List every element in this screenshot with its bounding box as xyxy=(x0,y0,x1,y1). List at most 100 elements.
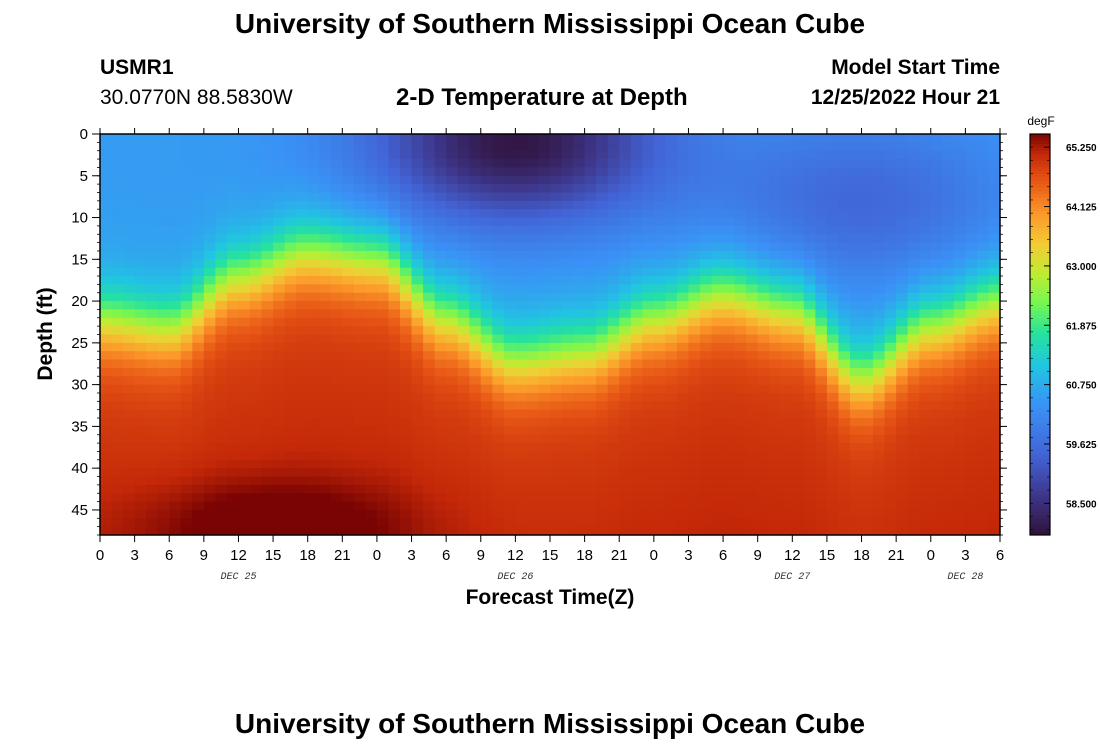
heatmap-cell xyxy=(746,200,759,210)
heatmap-cell xyxy=(850,451,863,461)
heatmap-cell xyxy=(492,267,505,277)
heatmap-cell xyxy=(792,225,805,235)
heatmap-cell xyxy=(861,334,874,344)
heatmap-cell xyxy=(861,184,874,194)
heatmap-cell xyxy=(434,359,447,369)
heatmap-cell xyxy=(573,459,586,469)
heatmap-cell xyxy=(746,518,759,528)
heatmap-cell xyxy=(607,493,620,503)
heatmap-cell xyxy=(596,317,609,327)
heatmap-cell xyxy=(469,501,482,511)
heatmap-cell xyxy=(942,501,955,511)
heatmap-cell xyxy=(503,434,516,444)
heatmap-cell xyxy=(630,434,643,444)
heatmap-cell xyxy=(215,134,228,143)
heatmap-cell xyxy=(330,309,343,319)
heatmap-cell xyxy=(353,418,366,427)
heatmap-cell xyxy=(769,434,782,444)
heatmap-cell xyxy=(100,476,113,486)
heatmap-cell xyxy=(711,476,724,486)
heatmap-cell xyxy=(965,259,978,269)
heatmap-cell xyxy=(584,142,597,152)
heatmap-cell xyxy=(400,284,413,294)
heatmap-cell xyxy=(653,292,666,302)
heatmap-cell xyxy=(838,159,851,169)
heatmap-cell xyxy=(100,326,113,336)
heatmap-cell xyxy=(630,184,643,194)
heatmap-cell xyxy=(815,409,828,419)
heatmap-cell xyxy=(515,184,528,194)
heatmap-cell xyxy=(342,217,355,227)
heatmap-cell xyxy=(100,334,113,344)
heatmap-cell xyxy=(353,301,366,311)
colorbar-segment xyxy=(1030,471,1050,476)
heatmap-cell xyxy=(942,167,955,177)
heatmap-cell xyxy=(503,267,516,277)
heatmap-cell xyxy=(492,317,505,327)
heatmap-cell xyxy=(203,292,216,302)
heatmap-cell xyxy=(988,309,1000,319)
y-tick-label: 0 xyxy=(80,126,88,143)
heatmap-cell xyxy=(411,217,424,227)
heatmap-cell xyxy=(676,376,690,386)
heatmap-cell xyxy=(296,150,309,160)
heatmap-cell xyxy=(815,484,828,494)
heatmap-cell xyxy=(469,309,482,319)
heatmap-cell xyxy=(261,392,274,402)
heatmap-cell xyxy=(976,326,990,336)
colorbar-segment xyxy=(1030,384,1050,389)
heatmap-cell xyxy=(988,476,1000,486)
heatmap-cell xyxy=(146,468,159,478)
heatmap-cell xyxy=(226,468,240,478)
heatmap-cell xyxy=(965,184,978,194)
heatmap-cell xyxy=(203,242,216,252)
heatmap-cell xyxy=(480,209,493,219)
heatmap-cell xyxy=(769,276,782,285)
heatmap-cell xyxy=(526,234,540,244)
heatmap-cell xyxy=(330,376,343,386)
heatmap-cell xyxy=(850,418,863,427)
heatmap-cell xyxy=(688,359,701,369)
heatmap-cell xyxy=(930,351,943,361)
heatmap-cell xyxy=(596,367,609,377)
heatmap-cell xyxy=(607,259,620,269)
heatmap-cell xyxy=(515,359,528,369)
heatmap-cell xyxy=(734,468,747,478)
heatmap-cell xyxy=(642,468,655,478)
heatmap-cell xyxy=(434,367,447,377)
heatmap-cell xyxy=(619,259,632,269)
heatmap-cell xyxy=(411,434,424,444)
heatmap-cell xyxy=(446,342,459,352)
heatmap-cell xyxy=(215,518,228,528)
heatmap-cell xyxy=(630,234,643,244)
heatmap-cell xyxy=(584,200,597,210)
heatmap-cell xyxy=(965,292,978,302)
heatmap-cell xyxy=(780,167,793,177)
heatmap-cell xyxy=(400,167,413,177)
heatmap-cell xyxy=(123,159,136,169)
heatmap-cell xyxy=(284,451,297,461)
heatmap-cell xyxy=(169,509,182,519)
heatmap-cell xyxy=(780,142,793,152)
heatmap-cell xyxy=(711,392,724,402)
heatmap-cell xyxy=(688,376,701,386)
heatmap-cell xyxy=(561,509,574,519)
heatmap-cell xyxy=(330,175,343,185)
heatmap-cell xyxy=(319,175,332,185)
heatmap-cell xyxy=(492,250,505,260)
heatmap-cell xyxy=(573,267,586,277)
heatmap-cell xyxy=(284,493,297,503)
heatmap-cell xyxy=(434,184,447,194)
heatmap-cell xyxy=(896,384,909,394)
heatmap-cell xyxy=(261,250,274,260)
heatmap-cell xyxy=(123,518,136,528)
heatmap-cell xyxy=(815,367,828,377)
heatmap-cell xyxy=(803,284,816,294)
heatmap-cell xyxy=(342,468,355,478)
heatmap-cell xyxy=(434,518,447,528)
y-tick-label: 30 xyxy=(71,377,88,394)
heatmap-cell xyxy=(123,384,136,394)
heatmap-cell xyxy=(203,184,216,194)
heatmap-cell xyxy=(134,301,147,311)
heatmap-cell xyxy=(826,451,840,461)
